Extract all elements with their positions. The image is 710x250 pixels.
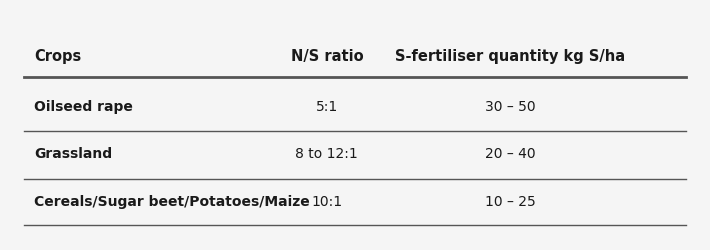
Text: Oilseed rape: Oilseed rape — [35, 100, 133, 114]
Text: Grassland: Grassland — [35, 147, 113, 161]
Text: 30 – 50: 30 – 50 — [485, 100, 535, 114]
Text: N/S ratio: N/S ratio — [290, 49, 363, 64]
Text: Cereals/Sugar beet/Potatoes/Maize: Cereals/Sugar beet/Potatoes/Maize — [35, 195, 310, 209]
Text: S-fertiliser quantity kg S/ha: S-fertiliser quantity kg S/ha — [395, 49, 625, 64]
Text: Crops: Crops — [35, 49, 82, 64]
Text: 20 – 40: 20 – 40 — [485, 147, 535, 161]
Text: 10:1: 10:1 — [311, 195, 342, 209]
Text: 10 – 25: 10 – 25 — [485, 195, 535, 209]
Text: 8 to 12:1: 8 to 12:1 — [295, 147, 359, 161]
Text: 5:1: 5:1 — [316, 100, 338, 114]
